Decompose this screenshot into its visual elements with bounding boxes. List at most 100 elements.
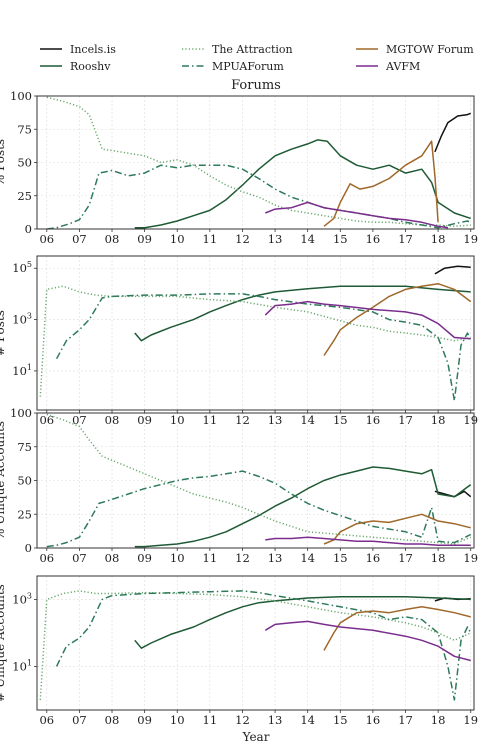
- y-tick-label: 75: [17, 440, 32, 454]
- x-tick-label: 10: [170, 551, 185, 565]
- y-tick-label: 101: [12, 658, 32, 673]
- legend-label: The Attraction: [212, 43, 293, 56]
- x-tick-label: 12: [235, 413, 250, 427]
- series-line-mpuaforum: [55, 590, 472, 701]
- legend-item-rooshv: Rooshv: [40, 60, 111, 73]
- x-tick-label: 08: [105, 413, 120, 427]
- x-tick-label: 19: [463, 713, 478, 727]
- y-tick-label: 75: [17, 122, 32, 136]
- legend-label: Incels.is: [70, 43, 116, 56]
- series-line-avfm: [264, 620, 471, 662]
- x-tick-label: 12: [235, 551, 250, 565]
- x-tick-label: 13: [268, 413, 283, 427]
- panel-2: 06 07 08 09 10 11 12 13 14 15 16 17 18 19 101 103 105 # P…: [0, 255, 478, 427]
- y-tick-label: 0: [25, 541, 32, 555]
- x-tick-label: 15: [333, 232, 348, 246]
- x-axis-label: Year: [242, 730, 270, 744]
- x-tick-label: 15: [333, 713, 348, 727]
- y-tick-label: 0: [25, 222, 32, 236]
- y-axis-label: # Posts: [0, 310, 7, 356]
- x-tick-label: 18: [431, 232, 446, 246]
- y-tick-label: 103: [12, 591, 32, 606]
- x-tick-label: 16: [366, 413, 381, 427]
- y-axis-label: % Unique Accounts: [0, 421, 7, 540]
- x-tick-label: 10: [170, 413, 185, 427]
- legend-item-mpuaforum: MPUAForum: [182, 60, 284, 73]
- series-line-incels-is: [434, 265, 471, 275]
- series-line-avfm: [265, 536, 471, 547]
- x-tick-label: 06: [39, 232, 54, 246]
- series-line-rooshv: [134, 596, 471, 649]
- plot-frame: [36, 95, 475, 230]
- x-tick-label: 18: [431, 713, 446, 727]
- x-tick-label: 07: [72, 232, 87, 246]
- x-tick-label: 12: [235, 232, 250, 246]
- x-tick-label: 09: [137, 413, 152, 427]
- x-tick-label: 09: [137, 713, 152, 727]
- x-tick-label: 17: [398, 232, 413, 246]
- x-tick-label: 11: [203, 232, 218, 246]
- chart-title: Forums: [231, 78, 281, 93]
- x-tick-label: 10: [170, 713, 185, 727]
- x-tick-label: 06: [39, 551, 54, 565]
- x-tick-label: 18: [431, 551, 446, 565]
- legend-item-avfm: AVFM: [356, 60, 420, 73]
- x-tick-label: 16: [366, 713, 381, 727]
- panel-3: 06 07 08 09 10 11 12 13 14 15 16 17 18 19 0 25 50 75 100% …: [0, 406, 478, 565]
- series-line-the-attraction: [46, 413, 471, 545]
- legend-label: Rooshv: [70, 60, 111, 73]
- y-tick-label: 25: [17, 189, 32, 203]
- legend-label: MPUAForum: [212, 60, 284, 73]
- legend-label: MGTOW Forum: [386, 43, 474, 56]
- x-tick-label: 07: [72, 713, 87, 727]
- legend-item-mgtow-forum: MGTOW Forum: [356, 43, 474, 56]
- series-line-mpuaforum: [46, 164, 471, 229]
- y-axis-label: % Posts: [0, 139, 7, 186]
- series-line-rooshv: [134, 466, 472, 548]
- x-tick-label: 16: [366, 232, 381, 246]
- x-tick-label: 09: [137, 232, 152, 246]
- series-line-the-attraction: [39, 590, 472, 700]
- legend-item-incels: Incels.is: [40, 43, 116, 56]
- x-tick-label: 15: [333, 413, 348, 427]
- x-tick-label: 17: [398, 551, 413, 565]
- x-tick-label: 10: [170, 232, 185, 246]
- x-tick-label: 14: [300, 232, 315, 246]
- legend-label: AVFM: [385, 60, 420, 73]
- x-tick-label: 15: [333, 551, 348, 565]
- series-line-mpuaforum: [55, 293, 472, 402]
- x-tick-label: 13: [268, 713, 283, 727]
- legend-item-the-attraction: The Attraction: [182, 43, 293, 56]
- x-tick-label: 06: [39, 413, 54, 427]
- x-tick-label: 06: [39, 713, 54, 727]
- x-tick-label: 13: [268, 551, 283, 565]
- x-tick-label: 14: [300, 551, 315, 565]
- series-line-the-attraction: [46, 96, 471, 228]
- y-tick-label: 50: [17, 474, 32, 488]
- y-tick-label: 100: [10, 89, 32, 103]
- x-tick-label: 14: [300, 713, 315, 727]
- y-tick-label: 25: [17, 507, 32, 521]
- y-tick-label: 50: [17, 156, 32, 170]
- x-tick-label: 07: [72, 551, 87, 565]
- plot-frame: [36, 412, 475, 549]
- y-tick-label: 101: [12, 363, 32, 378]
- y-tick-label: 100: [10, 406, 32, 420]
- plot-frame: [36, 575, 475, 711]
- x-tick-label: 08: [105, 713, 120, 727]
- y-axis-label: # Unique Accounts: [0, 584, 7, 702]
- x-tick-label: 14: [300, 413, 315, 427]
- x-tick-label: 19: [463, 413, 478, 427]
- x-tick-label: 11: [203, 713, 218, 727]
- series-line-avfm: [264, 300, 471, 340]
- x-tick-label: 19: [463, 551, 478, 565]
- x-tick-label: 07: [72, 413, 87, 427]
- panel-1: 06 07 08 09 10 11 12 13 14 15 16 17 18 19 0 25 50 75 100 % …: [0, 89, 478, 246]
- plot-frame: [36, 255, 475, 411]
- series-line-the-attraction: [39, 285, 471, 397]
- x-tick-label: 08: [105, 232, 120, 246]
- series-line-incels-is: [434, 112, 471, 153]
- series-line-avfm: [265, 201, 449, 229]
- x-tick-label: 11: [203, 413, 218, 427]
